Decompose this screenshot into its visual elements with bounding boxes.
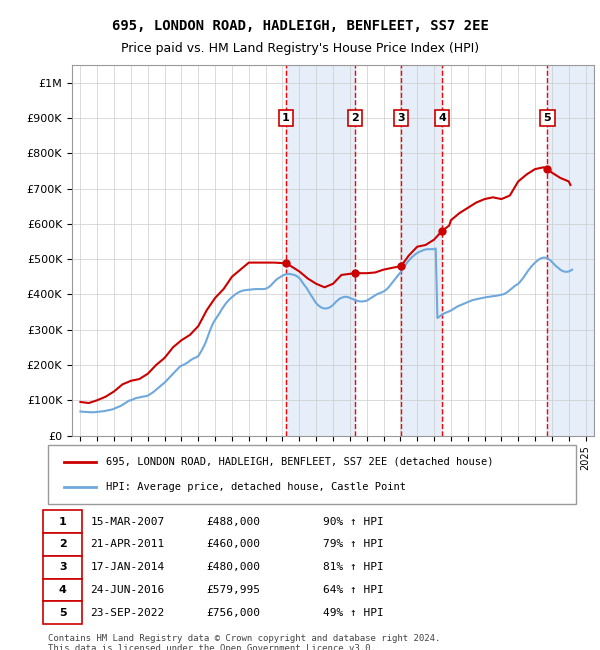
Text: Contains HM Land Registry data © Crown copyright and database right 2024.
This d: Contains HM Land Registry data © Crown c… [48,634,440,650]
Text: 90% ↑ HPI: 90% ↑ HPI [323,517,383,526]
Text: 2: 2 [59,540,67,549]
Text: 4: 4 [438,113,446,123]
Text: 23-SEP-2022: 23-SEP-2022 [90,608,164,617]
FancyBboxPatch shape [43,578,82,601]
Text: 21-APR-2011: 21-APR-2011 [90,540,164,549]
Text: 24-JUN-2016: 24-JUN-2016 [90,585,164,595]
Text: 1: 1 [282,113,290,123]
Text: HPI: Average price, detached house, Castle Point: HPI: Average price, detached house, Cast… [106,482,406,492]
Text: 5: 5 [544,113,551,123]
Text: 17-JAN-2014: 17-JAN-2014 [90,562,164,572]
Text: 64% ↑ HPI: 64% ↑ HPI [323,585,383,595]
FancyBboxPatch shape [43,601,82,624]
Text: 49% ↑ HPI: 49% ↑ HPI [323,608,383,617]
Text: Price paid vs. HM Land Registry's House Price Index (HPI): Price paid vs. HM Land Registry's House … [121,42,479,55]
Text: £756,000: £756,000 [206,608,260,617]
Text: 79% ↑ HPI: 79% ↑ HPI [323,540,383,549]
FancyBboxPatch shape [43,510,82,533]
Text: 81% ↑ HPI: 81% ↑ HPI [323,562,383,572]
Bar [401,65,442,436]
Text: £460,000: £460,000 [206,540,260,549]
Text: 3: 3 [59,562,67,572]
Text: £488,000: £488,000 [206,517,260,526]
FancyBboxPatch shape [43,556,82,578]
Bar [286,65,355,436]
Text: £480,000: £480,000 [206,562,260,572]
Text: £579,995: £579,995 [206,585,260,595]
Text: 2: 2 [351,113,359,123]
Text: 3: 3 [397,113,405,123]
Text: 695, LONDON ROAD, HADLEIGH, BENFLEET, SS7 2EE: 695, LONDON ROAD, HADLEIGH, BENFLEET, SS… [112,20,488,34]
FancyBboxPatch shape [48,445,576,504]
Text: 695, LONDON ROAD, HADLEIGH, BENFLEET, SS7 2EE (detached house): 695, LONDON ROAD, HADLEIGH, BENFLEET, SS… [106,457,494,467]
Text: 4: 4 [59,585,67,595]
Text: 15-MAR-2007: 15-MAR-2007 [90,517,164,526]
Bar [547,65,594,436]
Text: 5: 5 [59,608,67,617]
FancyBboxPatch shape [43,533,82,556]
Text: 1: 1 [59,517,67,526]
